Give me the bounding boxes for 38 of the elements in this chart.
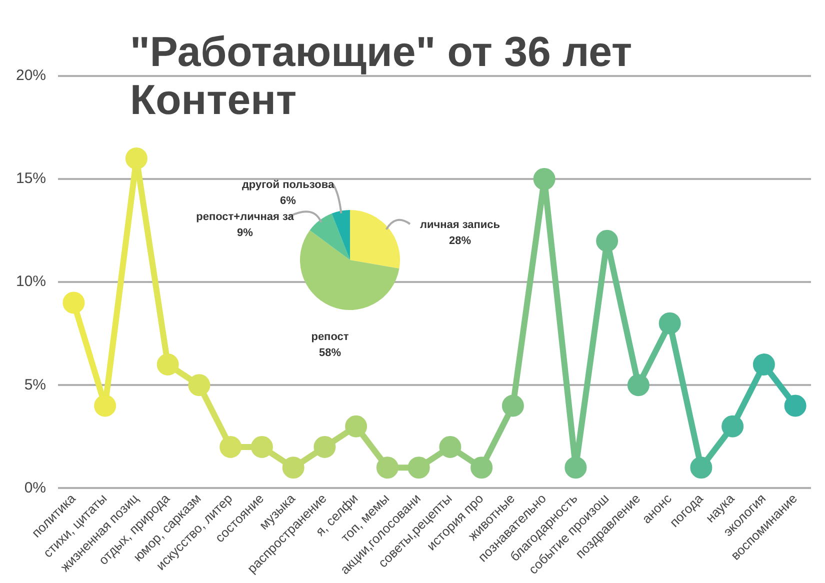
point: [345, 415, 368, 438]
point: [408, 456, 430, 479]
point: [596, 230, 618, 252]
point: [627, 374, 650, 396]
point: [314, 436, 336, 458]
y-tick-label: 0%: [24, 479, 46, 496]
point: [564, 456, 587, 479]
point: [690, 456, 712, 479]
point: [502, 394, 524, 417]
chart-title: "Работающие" от 36 лет Контент: [130, 28, 632, 124]
slice-label: личная запись: [420, 219, 500, 231]
data-label: 9%: [237, 227, 254, 239]
slice-label: репост: [311, 331, 350, 343]
slice-label: репост+личная за: [196, 211, 295, 223]
data-label: 6%: [280, 195, 296, 207]
point: [62, 292, 85, 314]
point: [752, 354, 775, 376]
y-tick-label: 20%: [16, 67, 46, 84]
point: [156, 354, 179, 376]
y-tick-label: 10%: [16, 273, 46, 290]
point: [376, 456, 398, 479]
point: [784, 394, 806, 417]
point: [533, 168, 556, 190]
point: [282, 456, 304, 479]
point: [470, 456, 493, 479]
slice-label: другой пользова: [242, 179, 335, 191]
point: [94, 394, 116, 417]
point: [658, 312, 681, 334]
point: [250, 436, 273, 458]
data-label: 58%: [318, 347, 342, 359]
point: [188, 374, 210, 396]
point: [722, 415, 744, 438]
data-label: 28%: [448, 235, 472, 247]
y-tick-label: 15%: [16, 170, 46, 188]
point: [220, 436, 242, 458]
point: [125, 147, 148, 170]
y-tick-label: 5%: [24, 376, 46, 394]
point: [439, 436, 462, 458]
